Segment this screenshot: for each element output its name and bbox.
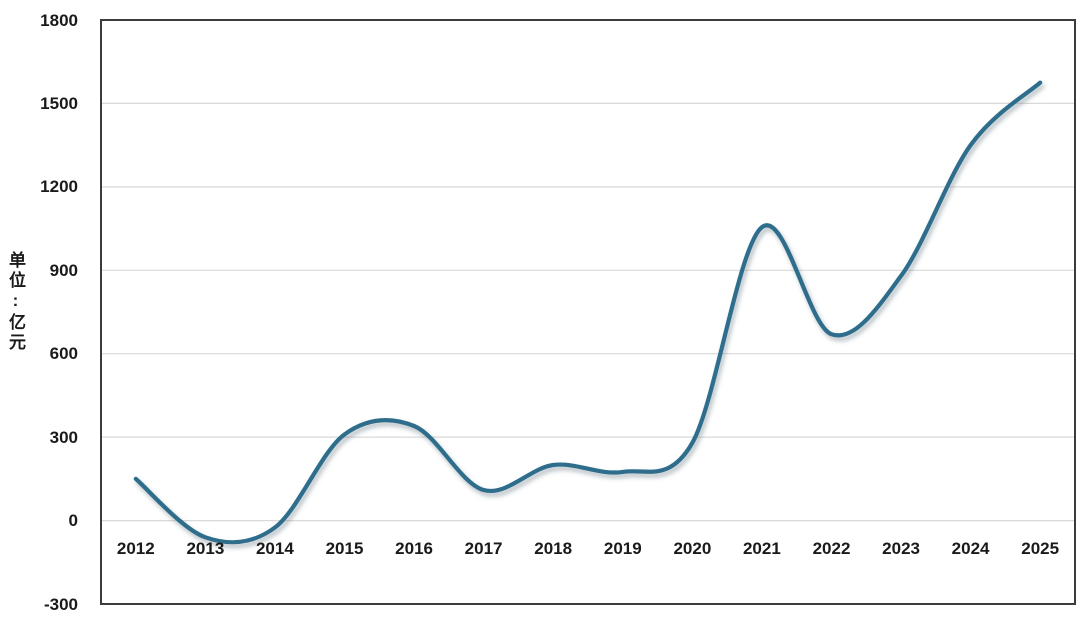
x-axis-tick-label: 2022 xyxy=(812,539,851,558)
x-axis-tick-label: 2020 xyxy=(673,539,712,558)
y-axis-tick-label: 600 xyxy=(49,344,78,364)
x-axis-tick-label: 2016 xyxy=(395,539,433,558)
y-axis-title: 单位:亿元 xyxy=(6,251,25,353)
y-axis-tick-label: 0 xyxy=(68,511,78,531)
x-axis-tick-label: 2024 xyxy=(951,539,990,558)
y-axis-tick-label: -300 xyxy=(43,594,78,614)
x-axis-tick-label: 2014 xyxy=(255,539,294,558)
x-axis-tick-label: 2015 xyxy=(325,539,364,558)
x-axis-tick-label: 2017 xyxy=(464,539,503,558)
x-axis-tick-label: 2021 xyxy=(742,539,781,558)
x-axis-tick-label: 2023 xyxy=(882,539,920,558)
x-axis-tick-label: 2013 xyxy=(186,539,225,558)
x-axis-tick-label: 2012 xyxy=(116,539,155,558)
y-axis-tick-label: 1200 xyxy=(40,177,78,197)
y-axis-tick-label: 1500 xyxy=(40,93,78,113)
x-axis-tick-label: 2025 xyxy=(1021,539,1060,558)
x-axis-tick-label: 2019 xyxy=(603,539,642,558)
y-axis-tick-label: 1800 xyxy=(40,10,78,30)
y-axis-tick-label: 300 xyxy=(49,427,78,447)
x-axis-tick-label: 2018 xyxy=(534,539,573,558)
y-axis-tick-label: 900 xyxy=(49,260,78,280)
